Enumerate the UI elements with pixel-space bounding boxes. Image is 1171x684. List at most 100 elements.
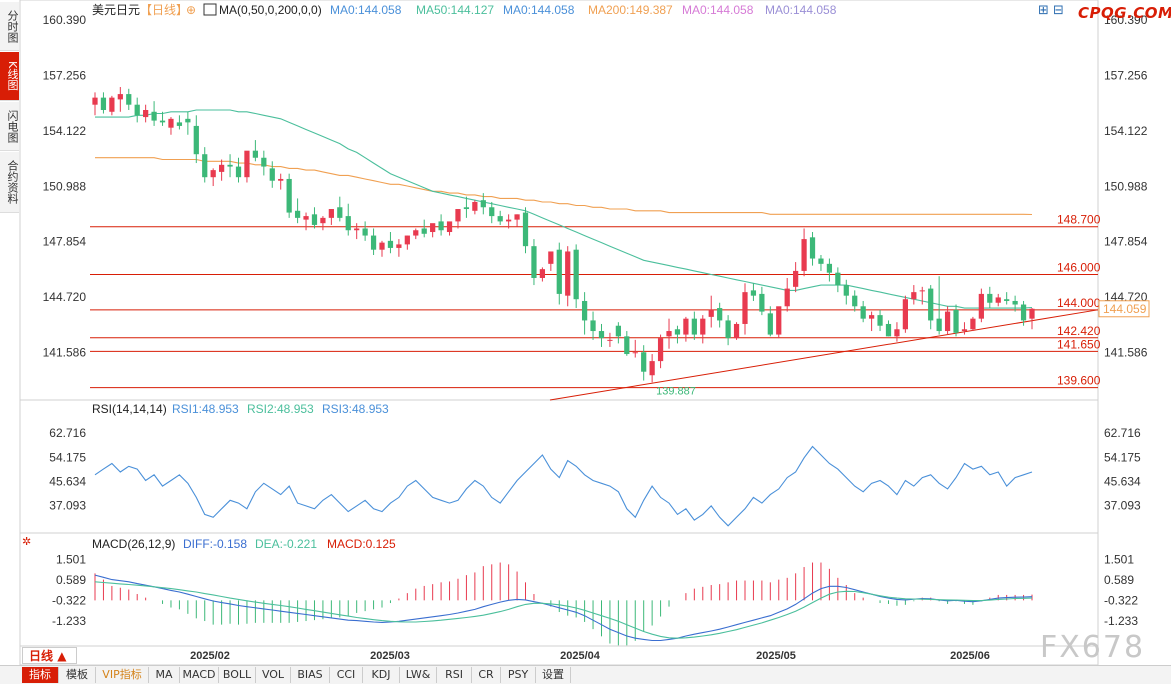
candle-body [446, 221, 453, 233]
candle-body [514, 214, 520, 220]
macd-y-tick-right: 0.589 [1104, 573, 1134, 587]
rsi-y-tick-left: 62.716 [49, 426, 86, 440]
y-tick-right: 154.122 [1104, 124, 1148, 138]
candle-body [311, 214, 318, 225]
toolbar-tab-8[interactable]: CCI [330, 667, 363, 683]
candle-body [168, 118, 174, 128]
candle-body [294, 210, 301, 218]
toolbar-tab-9[interactable]: KDJ [363, 667, 400, 683]
rsi-y-tick-right: 62.716 [1104, 426, 1141, 440]
candle-body [286, 178, 292, 213]
candle-body [387, 240, 394, 248]
candle-body [370, 235, 377, 250]
candle-body [235, 166, 242, 178]
macd-y-tick-right: 1.501 [1104, 552, 1134, 566]
toolbar-tab-7[interactable]: BIAS [291, 667, 330, 683]
candle-body [911, 292, 917, 300]
candle-body [556, 249, 562, 294]
candle-body [210, 170, 216, 178]
legend-item: MA0:144.058 [765, 3, 837, 17]
ma200-line [95, 157, 1033, 216]
macd-legend-label: MACD(26,12,9) [92, 537, 175, 551]
legend-item: MA0:144.058 [682, 3, 754, 17]
legend-gear-icon: ⊕ [186, 3, 196, 17]
toolbar-tab-6[interactable]: VOL [256, 667, 291, 683]
candle-body [691, 318, 697, 335]
y-tick-right: 141.586 [1104, 346, 1148, 360]
toolbar-tab-2[interactable]: VIP指标 [96, 667, 149, 683]
y-tick-right: 160.390 [1104, 13, 1148, 27]
toolbar-tab-13[interactable]: PSY [501, 667, 536, 683]
candle-body [430, 223, 436, 233]
candle-body [590, 320, 596, 332]
candle-body [193, 125, 199, 155]
candle-body [548, 251, 554, 264]
candle-body [826, 263, 833, 273]
candle-body [598, 331, 605, 339]
legend-symbol: 美元日元 [92, 3, 140, 17]
settings-icon[interactable]: ✲ [22, 535, 32, 548]
level-label: 141.650 [1057, 337, 1101, 351]
y-tick-left: 144.720 [43, 290, 87, 304]
toolbar-tab-4[interactable]: MACD [180, 667, 219, 683]
candle-body [928, 288, 934, 321]
candle-body [843, 285, 849, 296]
candle-body [396, 244, 402, 248]
toolbar-tab-11[interactable]: RSI [437, 667, 472, 683]
y-tick-left: 141.586 [43, 346, 87, 360]
toolbar-tab-5[interactable]: BOLL [219, 667, 256, 683]
candle-body [1029, 308, 1035, 319]
toolbar-tab-10[interactable]: LW& [400, 667, 437, 683]
candle-body [632, 352, 638, 354]
candle-body [143, 110, 149, 118]
macd-legend-item: DEA:-0.221 [255, 537, 317, 551]
candle-body [489, 207, 495, 217]
toolbar-tab-14[interactable]: 设置 [536, 667, 571, 683]
candle-body [252, 150, 259, 158]
rsi-y-tick-left: 45.634 [49, 474, 86, 488]
candle-body [506, 219, 512, 222]
y-tick-left: 147.854 [43, 235, 87, 249]
candle-body [362, 228, 368, 236]
sidebar-tab-0[interactable]: 分时图 [0, 2, 19, 51]
candle-body [683, 318, 689, 335]
candle-body [413, 230, 419, 236]
candle-body [328, 209, 334, 218]
candle-body [497, 216, 503, 222]
candle-body [784, 288, 790, 307]
candle-body [725, 320, 731, 339]
candle-body [202, 154, 208, 178]
rsi-y-tick-right: 45.634 [1104, 474, 1141, 488]
toolbar-tab-12[interactable]: CR [472, 667, 501, 683]
candle-body [320, 217, 326, 224]
legend-item: MA0:144.058 [330, 3, 402, 17]
layout-icon[interactable]: ⊞ ⊟ [1038, 3, 1064, 18]
sidebar-tab-1[interactable]: K线图 [0, 52, 19, 101]
candle-body [860, 306, 866, 319]
candle-body [261, 157, 267, 167]
candle-body [1004, 299, 1010, 301]
x-tick: 2025/03 [370, 650, 410, 662]
last-price-label: 144.059 [1103, 302, 1147, 316]
toolbar-tab-3[interactable]: MA [149, 667, 180, 683]
trend-line [549, 309, 1099, 401]
macd-y-tick-left: 1.501 [56, 552, 86, 566]
candle-body [421, 228, 427, 234]
rsi-legend-item: RSI2:48.953 [247, 402, 314, 416]
toolbar-tab-0[interactable]: 指标 [22, 667, 59, 683]
candle-body [733, 323, 740, 339]
period-button[interactable]: 日线 ▲ [22, 647, 77, 664]
candle-body [742, 292, 748, 324]
candle-body [92, 97, 98, 105]
macd-y-tick-right: -0.322 [1104, 593, 1138, 607]
candle-body [624, 336, 630, 355]
candle-body [109, 97, 115, 112]
level-label: 139.600 [1057, 374, 1101, 388]
candle-body [1012, 300, 1018, 305]
sidebar-tab-2[interactable]: 闪电图 [0, 102, 19, 151]
sidebar-tab-3[interactable]: 合约资料 [0, 152, 19, 213]
toolbar-tab-1[interactable]: 模板 [59, 667, 96, 683]
candle-body [641, 352, 647, 372]
macd-dea-line [94, 581, 1033, 639]
